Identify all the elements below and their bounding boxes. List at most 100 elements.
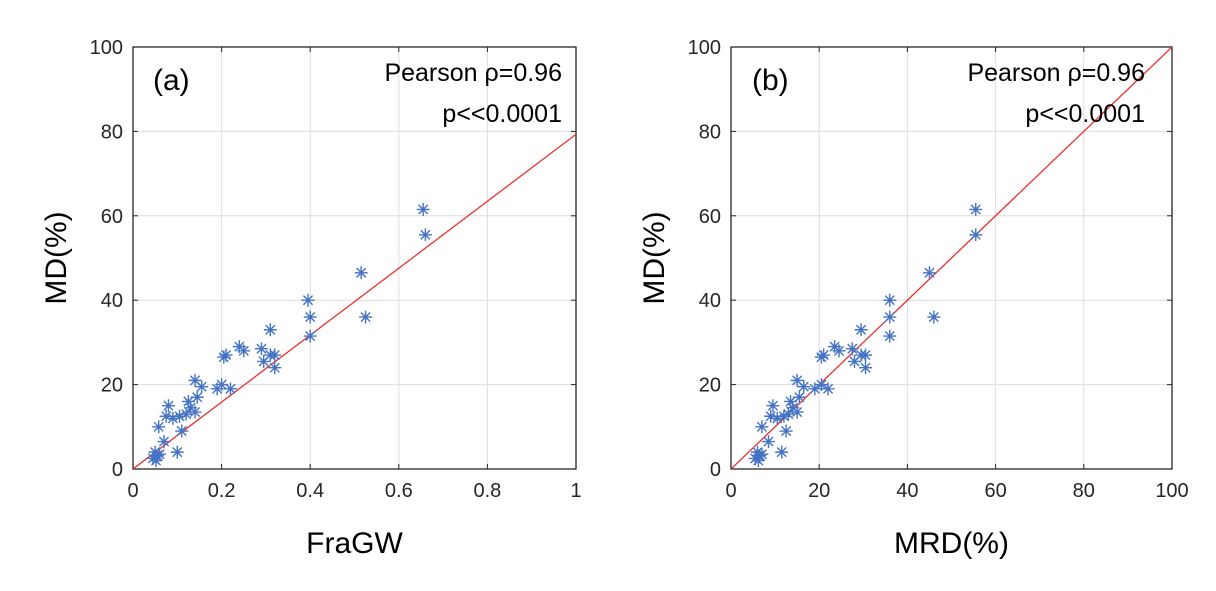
data-point — [883, 310, 897, 324]
y-axis-label: MD(%) — [638, 211, 671, 304]
x-tick-label: 20 — [808, 480, 830, 502]
data-point — [750, 445, 764, 459]
x-axis-label: MRD(%) — [894, 527, 1009, 560]
data-point — [268, 348, 282, 362]
y-tick-label: 20 — [699, 375, 721, 397]
data-point — [354, 266, 368, 280]
p-value-annotation: p<<0.0001 — [1025, 100, 1145, 128]
data-point — [166, 411, 180, 425]
data-point — [157, 435, 171, 449]
data-point — [418, 228, 432, 242]
data-point — [195, 380, 209, 394]
y-tick-label: 100 — [90, 37, 123, 59]
data-point — [797, 380, 811, 394]
data-point — [817, 348, 831, 362]
x-tick-label: 40 — [896, 480, 918, 502]
y-tick-label: 20 — [101, 375, 123, 397]
data-point — [859, 361, 873, 375]
data-point — [188, 405, 202, 419]
y-axis-label: MD(%) — [40, 211, 73, 304]
data-point — [268, 361, 282, 375]
data-point — [237, 344, 251, 358]
plot-frame — [730, 46, 1173, 470]
y-tick-label: 100 — [688, 37, 721, 59]
data-point — [159, 409, 173, 423]
x-tick-label: 0.8 — [473, 480, 501, 502]
data-point — [777, 409, 791, 423]
data-point — [170, 445, 184, 459]
data-point — [173, 409, 187, 423]
data-point — [784, 394, 798, 408]
chart-panel-a: 0 0.2 0.4 0.6 0.8 1 0 20 40 60 80 100 FraGW MD(%) (a) P… — [40, 37, 582, 560]
y-tick-label: 60 — [101, 206, 123, 228]
data-point — [766, 399, 780, 413]
panel-label: (b) — [752, 64, 789, 97]
data-point — [416, 202, 430, 216]
y-tick-label: 80 — [699, 121, 721, 143]
data-point — [821, 382, 835, 396]
data-point — [188, 373, 202, 387]
chart-panel-b: 0 20 40 60 80 100 0 20 40 60 80 100 MRD(%) MD(%) (b) Pe… — [638, 37, 1189, 560]
data-point — [263, 323, 277, 337]
data-point — [854, 323, 868, 337]
data-point — [814, 378, 828, 392]
data-point — [751, 454, 765, 468]
x-tick-label: 0 — [127, 480, 138, 502]
plot-frame — [132, 46, 577, 470]
y-tick-label: 0 — [112, 459, 123, 481]
data-point — [859, 348, 873, 362]
data-point — [303, 310, 317, 324]
pearson-annotation: Pearson ρ=0.96 — [384, 59, 562, 87]
fit-line — [133, 133, 576, 469]
data-point — [770, 411, 784, 425]
x-tick-label: 0.2 — [208, 480, 236, 502]
data-point — [254, 342, 268, 356]
data-point — [181, 394, 195, 408]
data-point — [781, 407, 795, 421]
data-point — [847, 354, 861, 368]
data-point — [215, 378, 229, 392]
y-tick-label: 80 — [101, 121, 123, 143]
x-tick-label: 0.6 — [385, 480, 413, 502]
x-tick-label: 0.4 — [296, 480, 324, 502]
y-tick-label: 40 — [101, 290, 123, 312]
x-tick-label: 100 — [1155, 480, 1188, 502]
x-axis-label: FraGW — [306, 527, 403, 560]
data-point — [883, 329, 897, 343]
p-value-annotation: p<<0.0001 — [442, 100, 562, 128]
data-point — [149, 454, 163, 468]
data-point — [883, 293, 897, 307]
data-point — [761, 435, 775, 449]
data-point — [219, 348, 233, 362]
data-point — [792, 390, 806, 404]
x-tick-label: 60 — [984, 480, 1006, 502]
data-point — [927, 310, 941, 324]
fit-line — [731, 47, 1172, 469]
data-point — [303, 329, 317, 343]
data-point — [775, 445, 789, 459]
data-point — [175, 424, 189, 438]
data-point — [223, 382, 237, 396]
data-point — [832, 344, 846, 358]
data-point — [922, 266, 936, 280]
data-point — [359, 310, 373, 324]
data-point — [301, 293, 315, 307]
data-point — [161, 399, 175, 413]
data-point — [790, 405, 804, 419]
data-point — [755, 420, 769, 434]
data-point — [845, 342, 859, 356]
data-point — [755, 447, 769, 461]
data-point — [808, 382, 822, 396]
x-tick-label: 0 — [725, 480, 736, 502]
panel-label: (a) — [153, 64, 190, 97]
y-tick-label: 0 — [710, 459, 721, 481]
data-point — [764, 409, 778, 423]
data-point — [190, 390, 204, 404]
pearson-annotation: Pearson ρ=0.96 — [967, 59, 1145, 87]
data-point — [146, 451, 160, 465]
data-point — [257, 354, 271, 368]
data-point — [152, 420, 166, 434]
data-point — [779, 424, 793, 438]
data-point — [179, 407, 193, 421]
